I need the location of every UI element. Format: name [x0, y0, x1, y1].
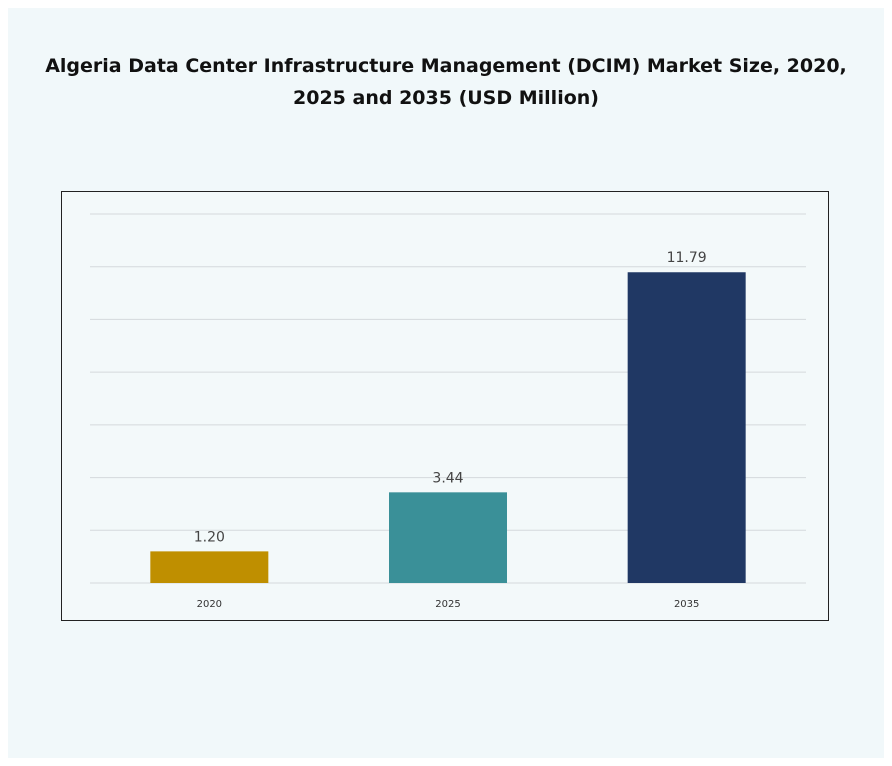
x-tick-label-2035: 2035	[674, 599, 699, 610]
data-label-2025: 3.44	[432, 470, 463, 486]
chart-title: Algeria Data Center Infrastructure Manag…	[45, 55, 847, 109]
x-tick-label-2025: 2025	[435, 599, 460, 610]
x-tick-label-2020: 2020	[197, 599, 222, 610]
plot-area: 1.20 2020 3.44 2025 11.79 2035	[61, 191, 829, 621]
bar-2025	[389, 492, 507, 583]
data-label-2020: 1.20	[194, 529, 225, 545]
chart-panel: Algeria Data Center Infrastructure Manag…	[8, 8, 884, 758]
bar-chart: 1.20 2020 3.44 2025 11.79 2035	[90, 213, 806, 610]
bar-2035	[627, 272, 746, 583]
bar-2020	[150, 551, 269, 583]
data-label-2035: 11.79	[667, 250, 707, 266]
